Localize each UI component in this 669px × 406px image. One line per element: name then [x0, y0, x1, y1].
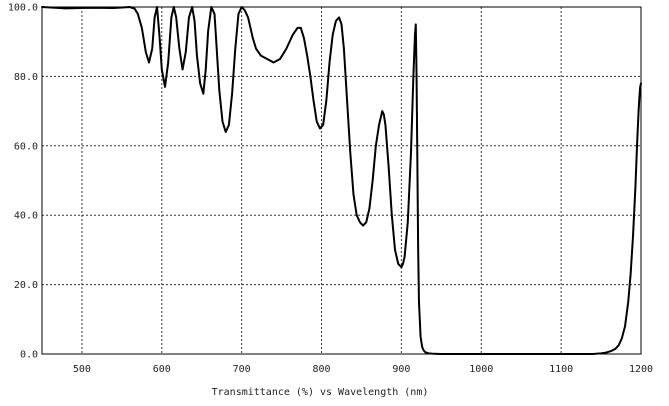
y-tick-label-0: 0.0: [20, 350, 38, 361]
x-tick-label-900: 900: [392, 364, 410, 375]
grid-layer: [42, 7, 641, 354]
x-tick-label-600: 600: [153, 364, 171, 375]
x-tick-label-800: 800: [313, 364, 331, 375]
x-tick-label-1000: 1000: [469, 364, 493, 375]
series-line-0: [41, 6, 642, 355]
x-tick-label-1100: 1100: [549, 364, 573, 375]
tick-layer: 500 600 700 800 900 1000 1100 1200 0.0 20.0 40.0 60…: [8, 3, 653, 376]
y-tick-label-100: 100.0: [8, 3, 38, 14]
y-tick-label-80: 80.0: [14, 72, 38, 83]
plot-frame: [41, 6, 642, 355]
frame-layer: [41, 6, 642, 355]
y-tick-label-60: 60.0: [14, 141, 38, 152]
x-axis-title: Transmittance (%) vs Wavelength (nm): [212, 387, 429, 398]
x-tick-label-1200: 1200: [629, 364, 653, 375]
x-tick-label-700: 700: [233, 364, 251, 375]
y-tick-label-40: 40.0: [14, 211, 38, 222]
series-layer: [41, 6, 642, 355]
x-tick-label-500: 500: [73, 364, 91, 375]
y-tick-label-20: 20.0: [14, 280, 38, 291]
